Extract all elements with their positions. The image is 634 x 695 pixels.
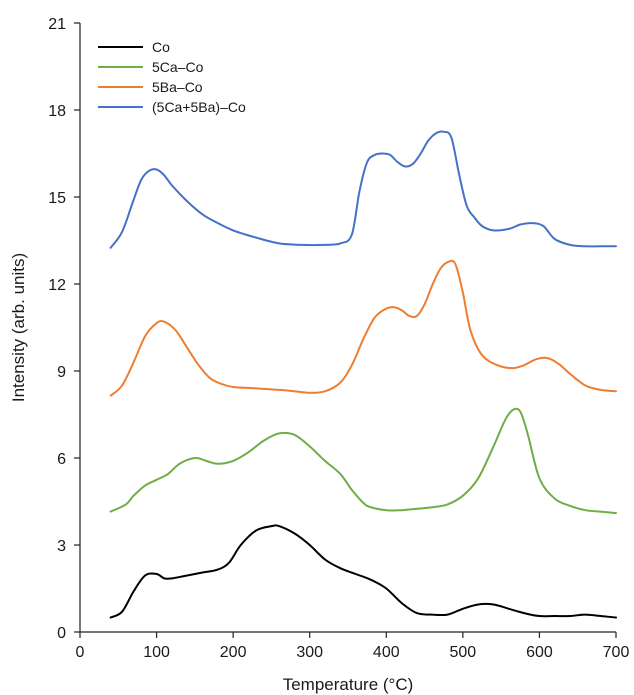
y-tick-label: 0 <box>57 625 66 642</box>
series-line-2 <box>109 259 617 397</box>
y-tick-label: 3 <box>57 538 66 555</box>
x-tick-label: 300 <box>296 644 323 661</box>
plot-lines <box>109 130 617 619</box>
y-tick-label: 6 <box>57 451 66 468</box>
y-tick-label: 15 <box>48 190 66 207</box>
y-tick-label: 21 <box>48 16 66 33</box>
x-tick-label: 400 <box>373 644 400 661</box>
x-ticks: 0 100 200 300 400 500 600 700 <box>76 632 630 661</box>
x-axis-title: Temperature (°C) <box>283 675 414 694</box>
legend: Co 5Ca–Co 5Ba–Co (5Ca+5Ba)–Co <box>98 39 246 115</box>
legend-label: (5Ca+5Ba)–Co <box>152 99 246 115</box>
axes: 0 100 200 300 400 500 600 700 0 3 6 9 12 15 18 21 <box>48 16 629 661</box>
y-axis-title: Intensity (arb. units) <box>9 253 28 402</box>
series-line-0 <box>109 524 617 619</box>
x-tick-label: 500 <box>450 644 477 661</box>
series-line-1 <box>109 407 617 515</box>
y-tick-label: 18 <box>48 103 66 120</box>
y-tick-label: 9 <box>57 364 66 381</box>
y-tick-label: 12 <box>48 277 66 294</box>
x-tick-label: 0 <box>76 644 85 661</box>
legend-label: 5Ba–Co <box>152 79 203 95</box>
x-tick-label: 700 <box>603 644 630 661</box>
x-tick-label: 100 <box>143 644 170 661</box>
x-tick-label: 600 <box>526 644 553 661</box>
series-line-3 <box>109 130 617 249</box>
x-tick-label: 200 <box>220 644 247 661</box>
y-ticks: 0 3 6 9 12 15 18 21 <box>48 16 80 642</box>
legend-label: 5Ca–Co <box>152 59 204 75</box>
legend-label: Co <box>152 39 170 55</box>
